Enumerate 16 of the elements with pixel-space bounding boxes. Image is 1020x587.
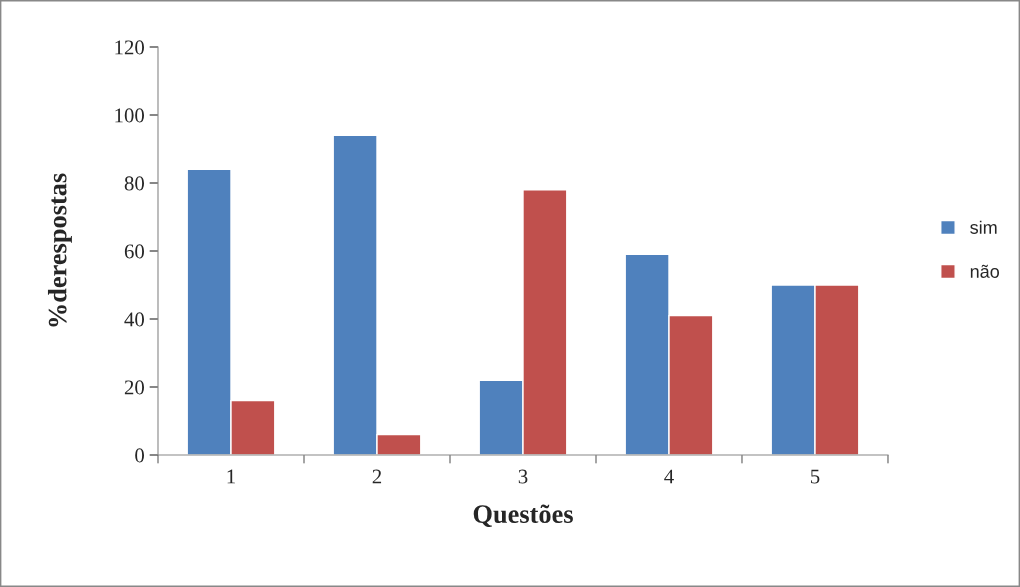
y-tick-label: 40 (124, 312, 145, 327)
y-tick-label: 60 (124, 244, 145, 259)
x-tick-label: 4 (664, 469, 674, 484)
legend-label: sim (970, 220, 997, 234)
x-axis-title: Questões (473, 504, 573, 528)
legend-label: não (970, 264, 1000, 278)
y-tick-label: 80 (124, 176, 145, 191)
y-tick-label: 0 (135, 448, 145, 463)
y-tick-label: 100 (115, 108, 145, 123)
x-tick-label: 3 (518, 469, 528, 484)
y-tick-label: 120 (115, 40, 145, 55)
x-tick-label: 1 (227, 469, 235, 484)
y-tick-label: 20 (124, 380, 145, 395)
y-axis-title: %derespostas (47, 173, 72, 327)
x-tick-label: 2 (372, 469, 382, 484)
x-tick-label: 5 (811, 469, 820, 484)
